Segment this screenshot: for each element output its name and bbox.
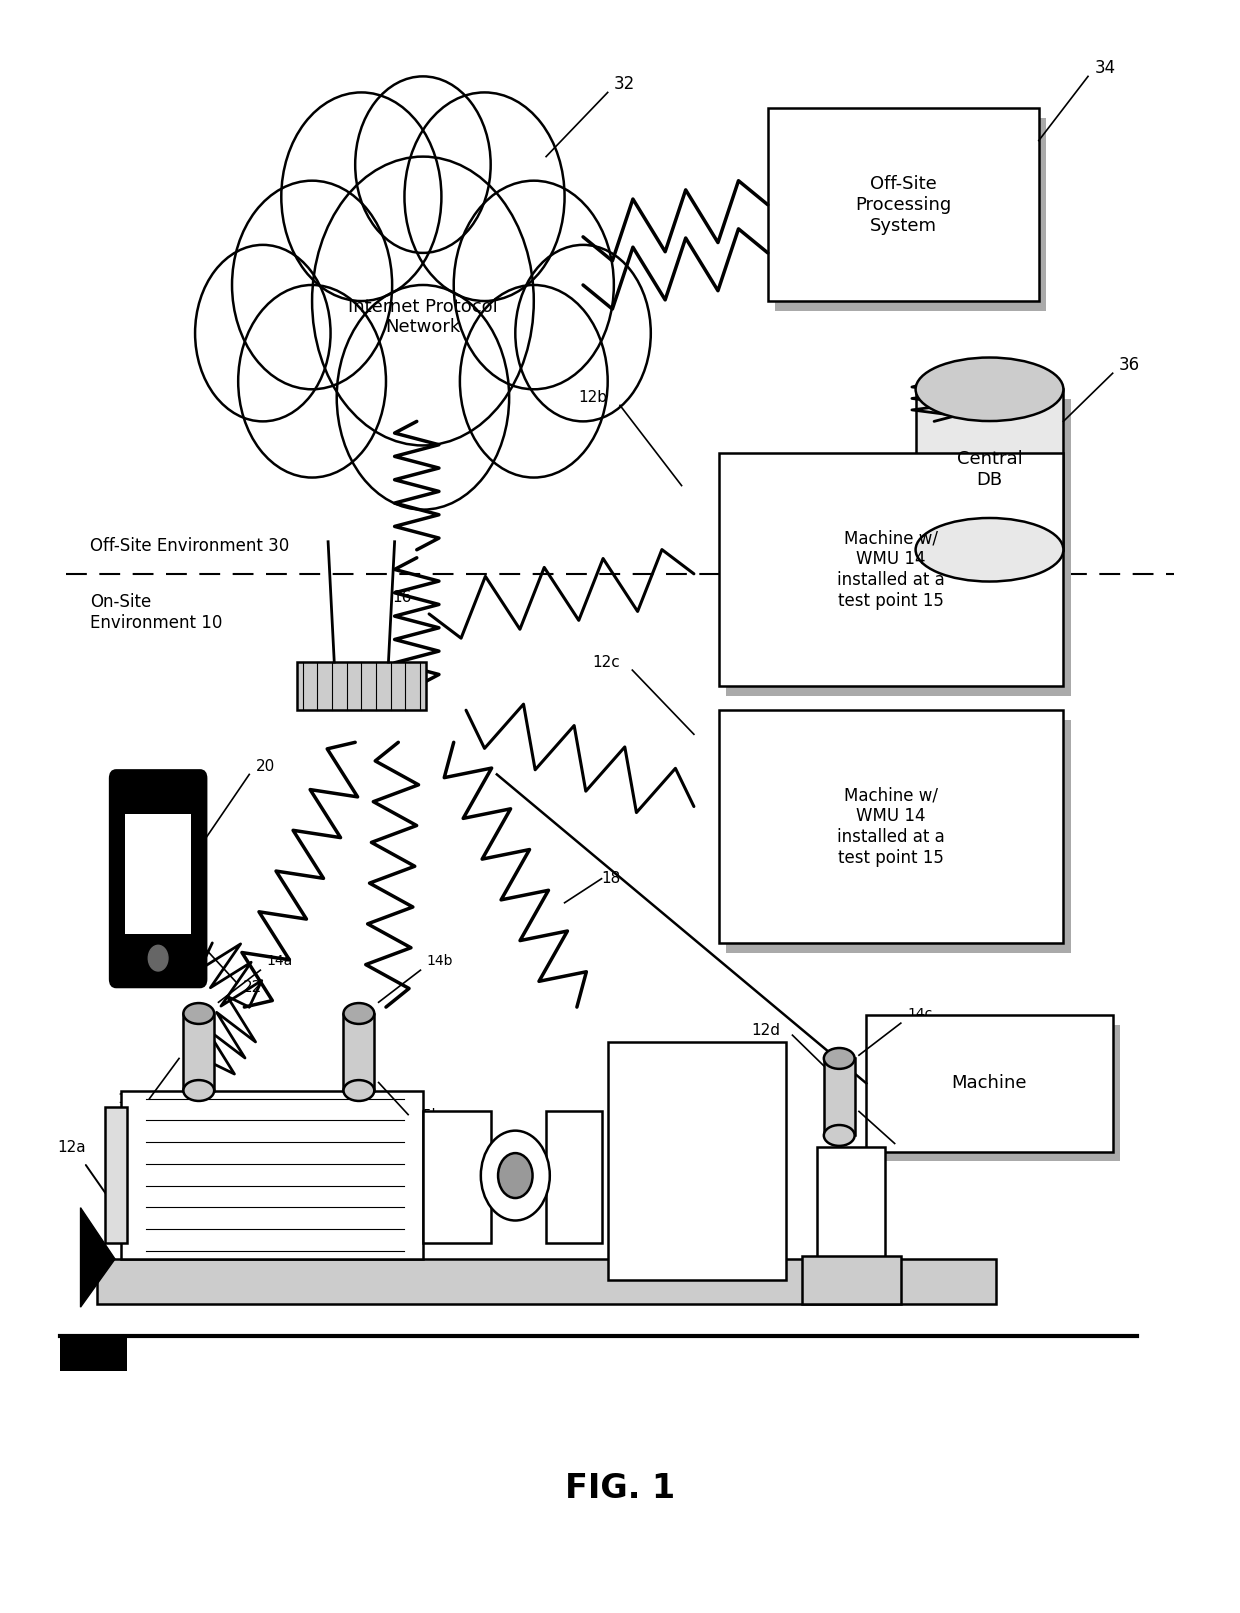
FancyBboxPatch shape [775, 118, 1047, 311]
FancyBboxPatch shape [60, 1336, 128, 1371]
FancyBboxPatch shape [725, 719, 1071, 953]
Circle shape [281, 92, 441, 302]
FancyBboxPatch shape [817, 1147, 885, 1260]
Text: Central
DB: Central DB [956, 450, 1022, 489]
FancyBboxPatch shape [105, 1107, 128, 1244]
FancyBboxPatch shape [823, 1058, 854, 1136]
FancyBboxPatch shape [874, 1024, 1120, 1161]
Ellipse shape [343, 1081, 374, 1102]
Text: On-Site
Environment 10: On-Site Environment 10 [91, 594, 223, 632]
Text: 32: 32 [614, 76, 635, 94]
Circle shape [481, 1131, 549, 1221]
Circle shape [516, 245, 651, 421]
Circle shape [337, 286, 510, 510]
FancyBboxPatch shape [184, 1013, 215, 1090]
FancyBboxPatch shape [97, 1260, 996, 1303]
Polygon shape [81, 1208, 115, 1307]
Ellipse shape [184, 1003, 215, 1024]
FancyBboxPatch shape [546, 1111, 601, 1244]
Circle shape [238, 286, 386, 477]
Text: FIG. 1: FIG. 1 [565, 1473, 675, 1505]
Text: Off-Site
Processing
System: Off-Site Processing System [856, 174, 951, 234]
Text: 34: 34 [1094, 60, 1115, 77]
FancyBboxPatch shape [110, 771, 206, 987]
Circle shape [355, 76, 491, 253]
FancyBboxPatch shape [867, 1015, 1112, 1152]
FancyBboxPatch shape [923, 398, 1071, 560]
Circle shape [149, 945, 167, 971]
Text: 22: 22 [243, 981, 263, 995]
Text: 16: 16 [392, 590, 412, 605]
FancyBboxPatch shape [608, 1042, 786, 1279]
FancyBboxPatch shape [718, 453, 1064, 686]
Text: Machine w/
WMU 14
installed at a
test point 15: Machine w/ WMU 14 installed at a test po… [837, 529, 945, 610]
FancyBboxPatch shape [125, 813, 191, 934]
Text: 15c: 15c [900, 1137, 926, 1152]
Text: 15b: 15b [414, 1108, 440, 1123]
Circle shape [195, 245, 331, 421]
Ellipse shape [823, 1048, 854, 1069]
Text: Off-Site Environment 30: Off-Site Environment 30 [91, 537, 290, 555]
Circle shape [454, 181, 614, 389]
Text: 12a: 12a [57, 1140, 87, 1155]
FancyBboxPatch shape [122, 1090, 423, 1260]
Text: Internet Protocol
Network: Internet Protocol Network [348, 298, 497, 337]
Ellipse shape [915, 518, 1064, 582]
Circle shape [312, 156, 533, 445]
Ellipse shape [343, 1003, 374, 1024]
Circle shape [460, 286, 608, 477]
FancyBboxPatch shape [915, 389, 1064, 550]
Ellipse shape [823, 1124, 854, 1145]
Text: 12b: 12b [579, 390, 608, 405]
Text: 14a: 14a [267, 955, 293, 968]
Circle shape [232, 181, 392, 389]
FancyBboxPatch shape [423, 1111, 491, 1244]
FancyBboxPatch shape [718, 710, 1064, 944]
Text: Machine: Machine [952, 1074, 1027, 1092]
Text: 14c: 14c [906, 1007, 932, 1021]
Text: 15a: 15a [117, 1092, 144, 1107]
Text: 12c: 12c [593, 655, 620, 669]
Ellipse shape [915, 358, 1064, 421]
Ellipse shape [184, 1081, 215, 1102]
FancyBboxPatch shape [768, 108, 1039, 302]
Text: 20: 20 [255, 758, 275, 774]
Circle shape [404, 92, 564, 302]
Text: 12d: 12d [751, 1023, 780, 1037]
Text: 36: 36 [1118, 356, 1140, 374]
FancyBboxPatch shape [725, 463, 1071, 695]
Circle shape [498, 1153, 532, 1198]
Text: Machine w/
WMU 14
installed at a
test point 15: Machine w/ WMU 14 installed at a test po… [837, 787, 945, 866]
FancyBboxPatch shape [802, 1257, 900, 1303]
FancyBboxPatch shape [296, 661, 427, 710]
Text: 18: 18 [601, 871, 621, 886]
FancyBboxPatch shape [343, 1013, 374, 1090]
Text: 14b: 14b [427, 955, 453, 968]
